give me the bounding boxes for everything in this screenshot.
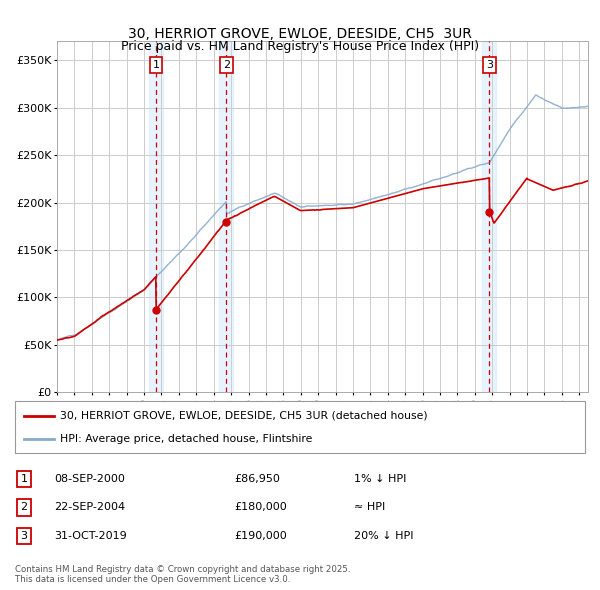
- Text: Contains HM Land Registry data © Crown copyright and database right 2025.
This d: Contains HM Land Registry data © Crown c…: [15, 565, 350, 584]
- Text: 30, HERRIOT GROVE, EWLOE, DEESIDE, CH5  3UR: 30, HERRIOT GROVE, EWLOE, DEESIDE, CH5 3…: [128, 27, 472, 41]
- Text: £180,000: £180,000: [234, 503, 287, 512]
- Text: £190,000: £190,000: [234, 531, 287, 540]
- Text: ≈ HPI: ≈ HPI: [354, 503, 385, 512]
- Bar: [220, 41, 233, 392]
- Text: HPI: Average price, detached house, Flintshire: HPI: Average price, detached house, Flin…: [60, 434, 313, 444]
- Text: 08-SEP-2000: 08-SEP-2000: [54, 474, 125, 484]
- Text: 1: 1: [20, 474, 28, 484]
- Text: Price paid vs. HM Land Registry's House Price Index (HPI): Price paid vs. HM Land Registry's House …: [121, 40, 479, 53]
- Text: £86,950: £86,950: [234, 474, 280, 484]
- Text: 2: 2: [20, 503, 28, 512]
- Text: 3: 3: [20, 531, 28, 540]
- Text: 3: 3: [486, 60, 493, 70]
- Text: 20% ↓ HPI: 20% ↓ HPI: [354, 531, 413, 540]
- Text: 22-SEP-2004: 22-SEP-2004: [54, 503, 125, 512]
- Text: 1: 1: [152, 60, 160, 70]
- Text: 30, HERRIOT GROVE, EWLOE, DEESIDE, CH5 3UR (detached house): 30, HERRIOT GROVE, EWLOE, DEESIDE, CH5 3…: [60, 411, 428, 421]
- Bar: [149, 41, 163, 392]
- Bar: [482, 41, 496, 392]
- Text: 1% ↓ HPI: 1% ↓ HPI: [354, 474, 406, 484]
- Text: 31-OCT-2019: 31-OCT-2019: [54, 531, 127, 540]
- Text: 2: 2: [223, 60, 230, 70]
